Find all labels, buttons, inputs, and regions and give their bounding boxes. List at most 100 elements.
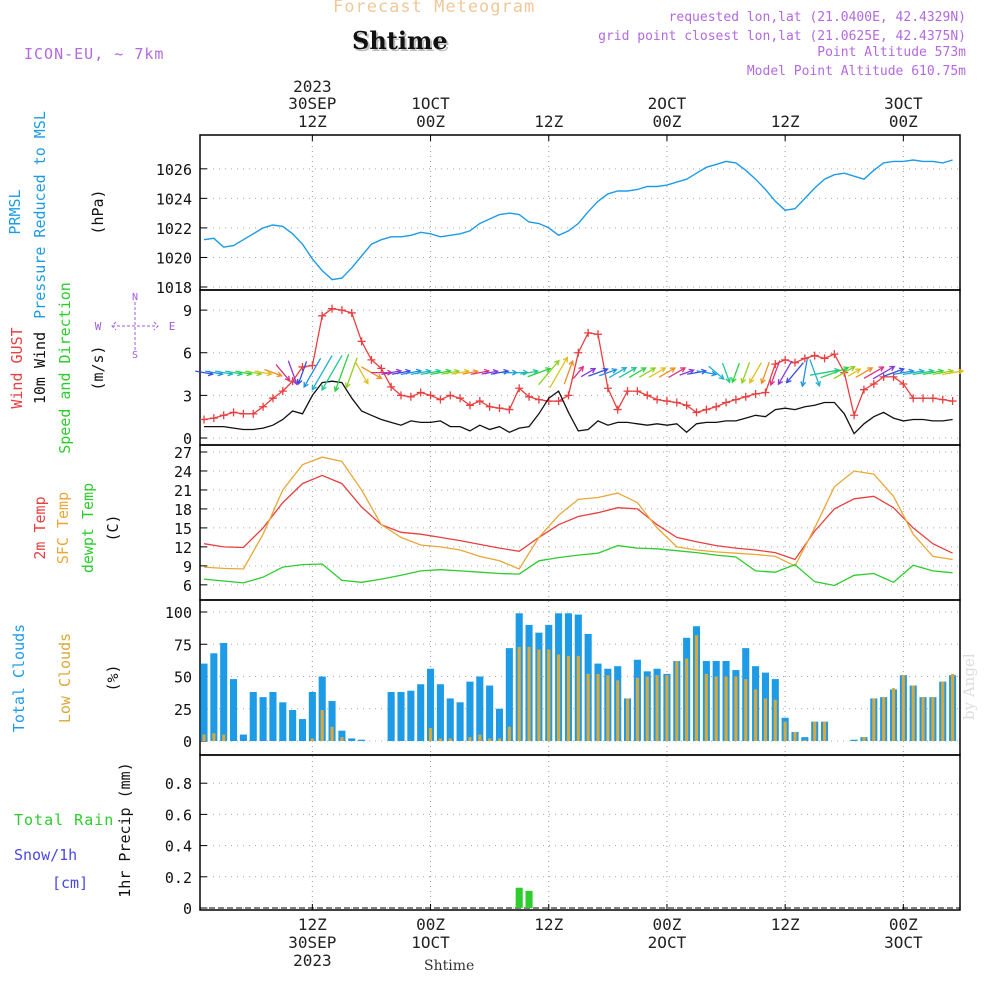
wind-gust-marker — [387, 382, 396, 391]
ylabel-wind-gust: Wind GUST — [8, 327, 26, 408]
low-cloud-bar — [488, 738, 492, 741]
wind-direction-arrow — [470, 370, 489, 375]
top-hour-label: 12Z — [771, 112, 800, 131]
low-cloud-bar — [862, 737, 866, 741]
low-cloud-bar — [921, 697, 925, 741]
wind-direction-arrow — [451, 370, 469, 375]
wind-gust-marker — [938, 395, 947, 404]
legend-total-rain: Total Rain — [14, 811, 114, 829]
wind-direction-arrow — [770, 360, 781, 386]
total-cloud-bar — [249, 691, 257, 741]
wind-gust-marker — [751, 389, 760, 398]
wind-direction-arrow — [462, 370, 478, 375]
wind-direction-arrow — [334, 353, 350, 392]
low-cloud-bar — [527, 646, 531, 741]
wind-arrow-head — [297, 378, 303, 386]
ylabel-speed-direction: Speed and Direction — [56, 282, 74, 454]
low-cloud-bar — [685, 658, 689, 741]
wind-gust-marker — [525, 392, 534, 401]
wind-direction-arrow — [721, 362, 731, 383]
wind-direction-arrow — [777, 360, 793, 385]
wind-arrow-head — [333, 386, 340, 393]
wind-direction-arrow — [820, 366, 849, 379]
top-year-label: 2023 — [293, 77, 332, 96]
wind-arrow-head — [725, 377, 731, 384]
low-cloud-bar — [438, 738, 442, 741]
wind-arrow-head — [590, 367, 597, 374]
wind-direction-arrow — [648, 367, 666, 378]
wind-gust-marker — [249, 409, 258, 418]
low-cloud-bar — [951, 673, 955, 741]
wind-gust-marker — [800, 354, 809, 363]
compass-rose — [111, 302, 159, 350]
low-cloud-bar — [744, 679, 748, 741]
wind-arrow-head — [760, 378, 766, 385]
wind-arrow-head — [958, 368, 965, 375]
wind-gust-marker — [574, 348, 583, 357]
wind-gust-marker — [406, 392, 415, 401]
wind-direction-arrow — [264, 368, 282, 377]
bottom-hour-label: 12Z — [534, 915, 563, 934]
wind-gust-marker — [948, 397, 957, 406]
bottom-hour-label: 00Z — [652, 915, 681, 934]
wind-gust-marker — [318, 311, 327, 320]
top-hour-label: 12Z — [534, 112, 563, 131]
wind-gust-marker — [584, 328, 593, 337]
wind-direction-arrow — [588, 368, 608, 377]
rain-bar — [525, 890, 533, 908]
wind-arrow-head — [878, 366, 885, 372]
wind-direction-arrow — [400, 370, 422, 376]
total-cloud-bar — [427, 668, 435, 741]
low-cloud-bar — [635, 677, 639, 741]
wind-direction-arrow — [696, 370, 717, 375]
total-cloud-bar — [358, 739, 366, 741]
wind-gust-marker — [426, 391, 435, 400]
wind-direction-arrow — [872, 365, 895, 380]
wind-direction-arrow — [311, 355, 333, 390]
wind-gust-marker — [465, 401, 474, 410]
wind-gust-marker — [239, 409, 248, 418]
wind-gust-marker — [682, 401, 691, 410]
total-cloud-bar — [446, 698, 454, 741]
wind-gust-marker — [909, 394, 918, 403]
wind-direction-arrow — [430, 370, 451, 376]
wind-gust-marker — [859, 385, 868, 394]
total-cloud-bar — [239, 734, 247, 741]
wind-gust-marker — [308, 361, 317, 370]
wind-direction-arrow — [321, 354, 343, 391]
wind-direction-arrow — [922, 370, 944, 376]
wind-direction-arrow — [912, 370, 934, 376]
total-cloud-bar — [495, 708, 504, 741]
wind-direction-arrow — [639, 367, 656, 378]
ylabel-percent: (%) — [104, 664, 122, 691]
wind-arrow-head — [711, 370, 718, 377]
y-tick-label-wind: 3 — [183, 387, 192, 405]
wind-direction-arrow — [618, 367, 637, 379]
wind-direction-arrow — [608, 367, 627, 379]
total-cloud-bar — [338, 730, 346, 741]
wind-gust-marker — [791, 358, 799, 367]
point-altitude: Point Altitude 573m — [817, 45, 966, 60]
wind-arrow-head — [688, 368, 695, 375]
wind-gust-marker — [594, 330, 602, 339]
total-cloud-bar — [505, 648, 513, 741]
wind-direction-arrow — [381, 370, 401, 375]
wind-gust-marker — [731, 395, 740, 404]
wind-direction-arrow — [490, 370, 509, 375]
wind-gust-marker — [278, 387, 287, 396]
y-tick-label-pressure: 1024 — [156, 190, 192, 208]
y-tick-label-precip: 0.2 — [165, 869, 192, 887]
wind-gust-marker — [564, 391, 573, 400]
wind-gust-marker — [613, 405, 622, 414]
wind-arrow-head — [311, 384, 317, 391]
wind-direction-arrow — [731, 362, 740, 383]
wind-direction-arrow — [786, 362, 804, 384]
total-cloud-bar — [436, 684, 444, 741]
wind-gust-marker — [672, 398, 681, 407]
wind-gust-marker — [850, 411, 859, 420]
y-tick-label-precip: 0 — [183, 900, 192, 918]
wind-direction-arrow — [628, 367, 646, 378]
top-hour-label: 00Z — [889, 112, 918, 131]
low-cloud-bar — [330, 726, 334, 741]
low-cloud-bar — [754, 689, 758, 741]
